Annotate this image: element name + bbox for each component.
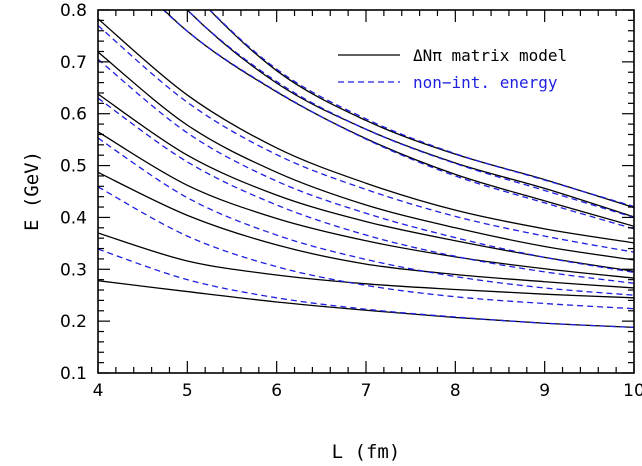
noninteracting-curve-12 <box>98 186 634 310</box>
model-curve-4 <box>98 131 634 279</box>
y-tick-label: 0.4 <box>60 208 87 228</box>
x-tick-label: 10 <box>623 381 642 401</box>
y-tick-label: 0.7 <box>60 53 87 73</box>
model-curve-5 <box>98 93 634 273</box>
x-tick-label: 9 <box>539 381 550 401</box>
x-tick-label: 7 <box>361 381 372 401</box>
noninteracting-curve-16 <box>98 25 634 253</box>
tick-labels-layer: 4 5 6 7 8 9 10 0.1 0.2 0.3 0.4 0.5 0.6 0.7 0.8 <box>60 1 642 401</box>
x-tick-label: 4 <box>93 381 104 401</box>
noninteracting-curve-14 <box>98 97 634 284</box>
y-tick-label: 0.1 <box>60 364 87 384</box>
x-axis-title: L (fm) <box>332 441 401 463</box>
y-axis-title: E (GeV) <box>21 151 43 231</box>
noninteracting-curve-11 <box>98 248 634 329</box>
noninteracting-curve-15 <box>98 58 634 274</box>
legend-label-noninteracting: non−int. energy <box>413 73 558 92</box>
y-tick-label: 0.6 <box>60 105 87 125</box>
y-tick-label: 0.3 <box>60 260 87 280</box>
noninteracting-curve-19 <box>209 10 634 208</box>
noninteracting-curve-13 <box>98 137 634 296</box>
model-curve-10 <box>208 10 634 209</box>
model-curve-3 <box>98 171 634 289</box>
plot-frame <box>97 9 635 374</box>
x-tick-label: 6 <box>271 381 282 401</box>
model-curve-9 <box>186 10 634 218</box>
model-curve-8 <box>163 10 634 227</box>
model-curve-1 <box>98 280 634 329</box>
model-curve-6 <box>98 51 634 261</box>
x-tick-label: 5 <box>182 381 193 401</box>
noninteracting-curve-18 <box>186 10 634 219</box>
model-curve-2 <box>98 232 634 299</box>
legend-label-model: ΔNπ matrix model <box>413 46 567 65</box>
model-curve-7 <box>98 18 634 244</box>
y-tick-label: 0.2 <box>60 312 87 332</box>
noninteracting-curve-17 <box>162 10 634 230</box>
y-tick-label: 0.8 <box>60 1 87 21</box>
y-tick-label: 0.5 <box>60 157 87 177</box>
legend: ΔNπ matrix model non−int. energy <box>338 46 567 92</box>
curves-layer <box>98 10 634 329</box>
x-tick-label: 8 <box>450 381 461 401</box>
